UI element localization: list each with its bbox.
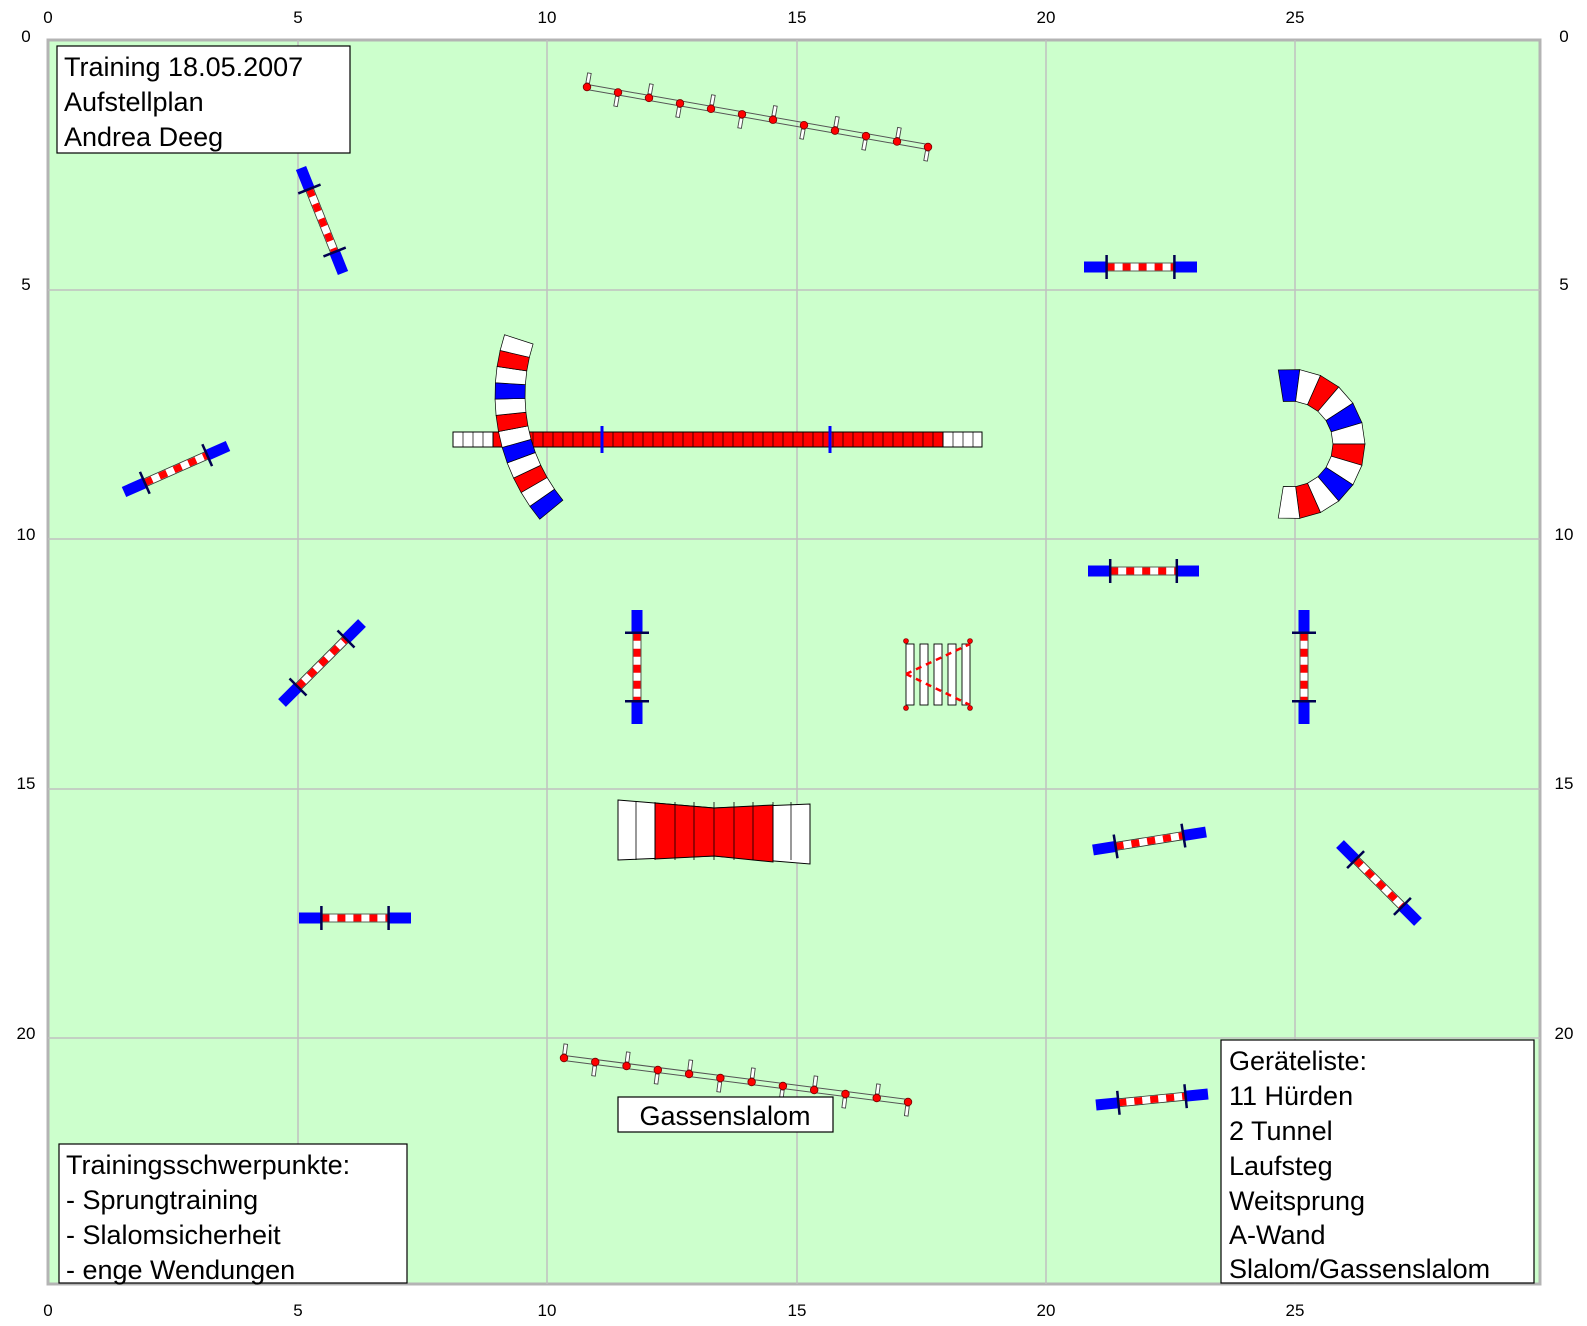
x-tick: 25 [1286, 1301, 1305, 1320]
y-tick: 5 [1559, 275, 1568, 294]
x-tick: 15 [788, 1301, 807, 1320]
equipment-item: Laufsteg [1229, 1151, 1333, 1181]
equipment-item: Slalom/Gassenslalom [1229, 1254, 1490, 1284]
slalom-icon [559, 1043, 913, 1117]
equipment-list-box: Geräteliste: 11 Hürden 2 Tunnel Laufsteg… [1220, 1039, 1535, 1284]
y-tick: 5 [21, 275, 30, 294]
hurdle-icon [625, 610, 649, 724]
x-tick: 25 [1286, 8, 1305, 27]
equipment-item: 11 Hürden [1229, 1081, 1353, 1111]
x-tick: 10 [538, 8, 557, 27]
equipment-layer [121, 72, 1422, 1117]
bottom-x-ruler: 0 5 10 15 20 25 [43, 1301, 1304, 1320]
hurdle-icon [1092, 823, 1207, 859]
focus-item: - Sprungtraining [66, 1185, 258, 1215]
x-tick: 0 [43, 1301, 52, 1320]
x-tick: 15 [788, 8, 807, 27]
left-y-ruler: 0 5 10 15 20 [17, 27, 36, 1043]
equipment-item: 2 Tunnel [1229, 1116, 1333, 1146]
plan-subtitle: Aufstellplan [64, 87, 204, 117]
y-tick: 20 [1555, 1024, 1574, 1043]
plan-title: Training 18.05.2007 [64, 52, 303, 82]
right-y-ruler: 0 5 10 15 20 [1555, 27, 1574, 1043]
hurdle-icon [278, 619, 366, 707]
hurdle-icon [295, 165, 349, 276]
gassenslalom-label-box: Gassenslalom [617, 1096, 834, 1133]
focus-title: Trainingsschwerpunkte: [66, 1150, 350, 1180]
x-tick: 20 [1037, 1301, 1056, 1320]
x-tick: 10 [538, 1301, 557, 1320]
hurdle-icon [1095, 1084, 1209, 1115]
y-tick: 15 [17, 774, 36, 793]
hurdle-icon [1084, 255, 1197, 279]
x-tick: 5 [293, 1301, 302, 1320]
slalom-icon [582, 72, 933, 162]
focus-item: - Slalomsicherheit [66, 1220, 281, 1250]
hurdle-icon [1292, 610, 1316, 724]
y-tick: 10 [1555, 525, 1574, 544]
top-x-ruler: 0 5 10 15 20 25 [43, 8, 1304, 27]
y-tick: 10 [17, 525, 36, 544]
y-tick: 0 [21, 27, 30, 46]
training-focus-box: Trainingsschwerpunkte: - Sprungtraining … [58, 1143, 408, 1285]
hurdle-icon [1336, 840, 1422, 926]
y-tick: 20 [17, 1024, 36, 1043]
x-tick: 0 [43, 8, 52, 27]
tunnel-icon [1277, 369, 1366, 519]
a-frame-icon [617, 799, 811, 865]
hurdle-icon [121, 440, 231, 498]
long-jump-icon [903, 638, 973, 711]
gassenslalom-label: Gassenslalom [639, 1101, 810, 1131]
hurdle-icon [1088, 559, 1199, 583]
focus-item: - enge Wendungen [66, 1255, 295, 1285]
header-box: Training 18.05.2007 Aufstellplan Andrea … [56, 45, 351, 154]
y-tick: 15 [1555, 774, 1574, 793]
equipment-item: Weitsprung [1229, 1186, 1365, 1216]
x-tick: 5 [293, 8, 302, 27]
equipment-item: A-Wand [1229, 1220, 1326, 1250]
tunnel-icon [494, 334, 564, 520]
grid [48, 40, 1540, 1284]
equipment-title: Geräteliste: [1229, 1046, 1367, 1076]
y-tick: 0 [1559, 27, 1568, 46]
hurdle-icon [299, 906, 411, 930]
plan-author: Andrea Deeg [64, 122, 223, 152]
x-tick: 20 [1037, 8, 1056, 27]
